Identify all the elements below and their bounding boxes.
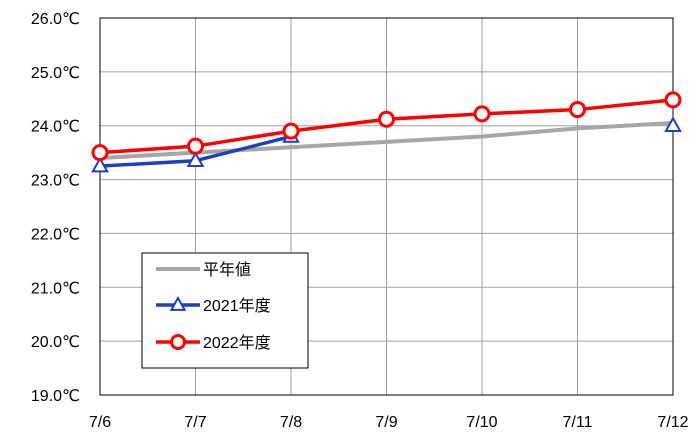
y-tick-label: 22.0℃ — [31, 226, 80, 243]
legend-marker-triangle — [169, 295, 187, 311]
legend-label: 2022年度 — [203, 334, 271, 352]
x-tick-label: 7/7 — [184, 414, 206, 431]
x-tick-label: 7/12 — [657, 414, 688, 431]
y-tick-label: 20.0℃ — [31, 334, 80, 351]
legend: 平年値 2021年度 2022年度 — [141, 252, 309, 369]
data-point-circle — [569, 101, 586, 119]
data-point-circle — [664, 91, 682, 109]
x-tick-label: 7/6 — [89, 414, 111, 431]
data-point-circle — [378, 110, 395, 128]
x-tick-label: 7/10 — [466, 414, 497, 431]
y-tick-label: 26.0℃ — [31, 11, 80, 28]
data-point-triangle — [91, 156, 109, 173]
data-point-triangle — [186, 151, 205, 167]
data-point-circle — [473, 105, 491, 123]
data-point-circle — [282, 122, 300, 140]
x-tick-label: 7/8 — [280, 414, 302, 431]
data-point-circle — [91, 144, 109, 162]
y-tick-label: 19.0℃ — [31, 388, 80, 405]
y-tick-label: 24.0℃ — [31, 119, 80, 136]
legend-label: 平年値 — [203, 261, 251, 279]
legend-box — [141, 252, 309, 369]
plot-area-frame — [99, 17, 674, 396]
y-axis-tick-labels: 19.0℃ 20.0℃ 21.0℃ 22.0℃ 23.0℃ 24.0℃ 25.0℃ 26.0℃ — [31, 11, 80, 405]
legend-marker-circle — [170, 334, 186, 350]
y-tick-label: 25.0℃ — [31, 65, 80, 82]
x-axis-tick-labels: 7/6 7/7 7/8 7/9 7/10 7/11 7/12 — [89, 414, 689, 431]
y-tick-label: 23.0℃ — [31, 173, 80, 190]
y-tick-label: 21.0℃ — [31, 280, 80, 297]
series-markers — [91, 91, 682, 173]
legend-label: 2021年度 — [203, 297, 271, 315]
data-point-triangle — [664, 116, 682, 132]
x-tick-label: 7/11 — [563, 414, 593, 431]
data-point-circle — [187, 137, 204, 155]
x-tick-label: 7/9 — [375, 414, 397, 431]
